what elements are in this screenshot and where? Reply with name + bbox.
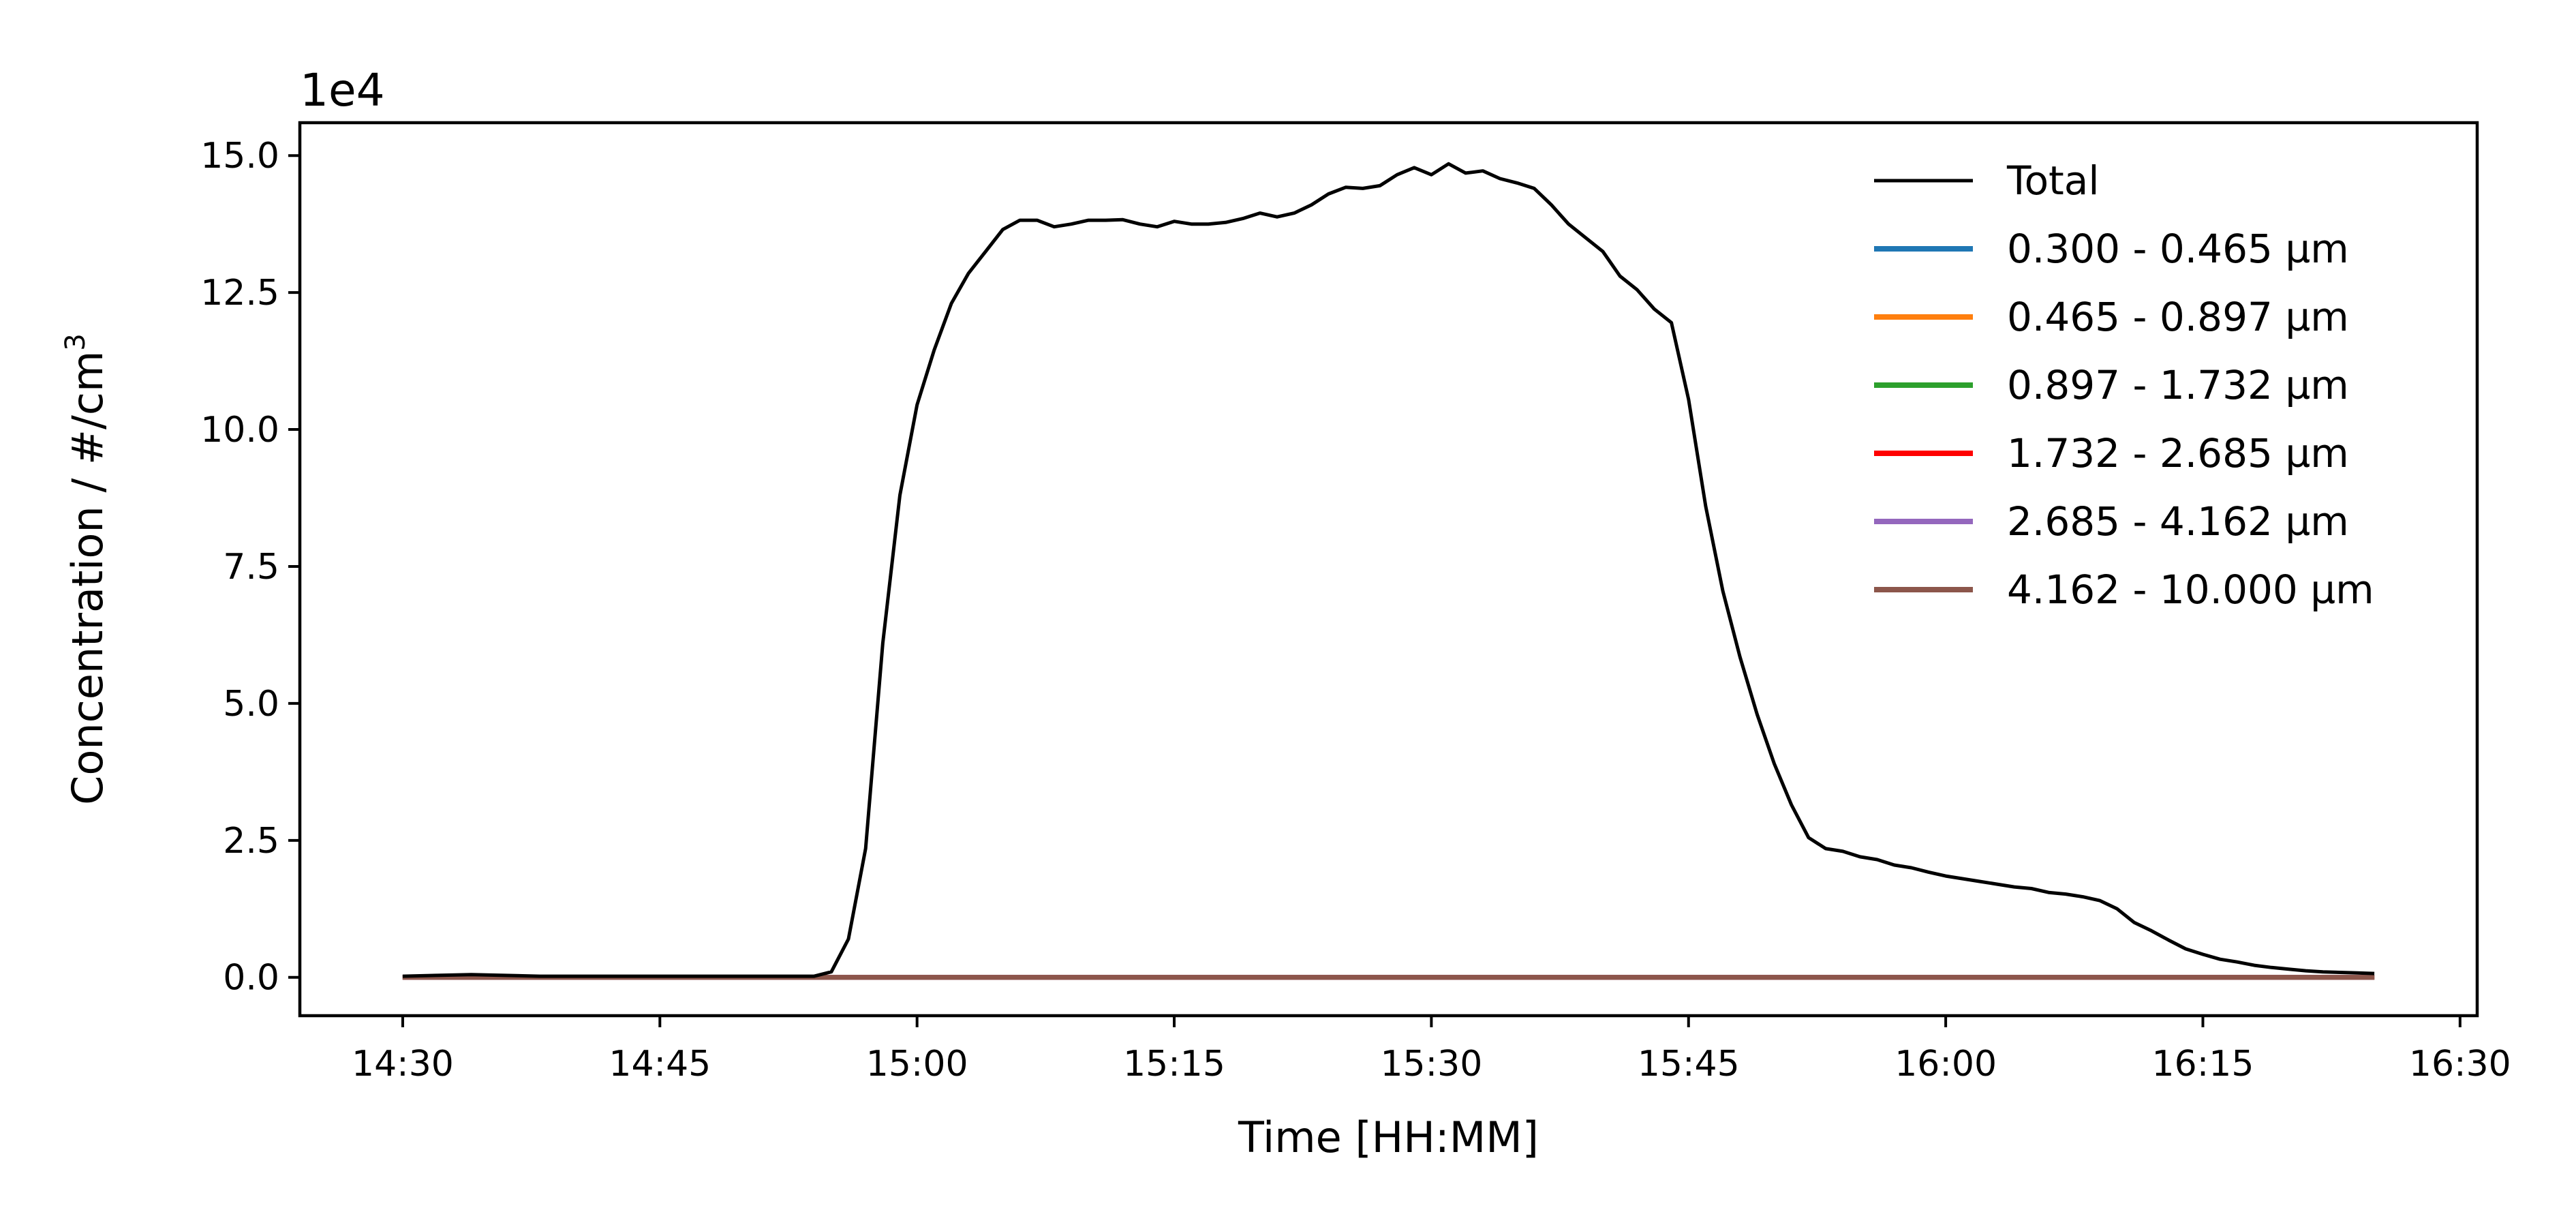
y-axis-label-base: Concentration / #/cm [63,351,112,805]
x-tick-label: 15:30 [1380,1044,1482,1085]
legend-label: 1.732 - 2.685 µm [2007,430,2349,476]
series-layer [402,162,2375,980]
legend-label: 0.465 - 0.897 µm [2007,294,2349,340]
y-offset-label: 1e4 [300,64,385,117]
x-tick-label: 14:30 [352,1044,454,1085]
y-axis-label: Concentration / #/cm3 [60,333,112,805]
y-tick-label: 0.0 [223,958,279,999]
x-tick-label: 15:45 [1638,1044,1740,1085]
x-tick-label: 16:15 [2152,1044,2254,1085]
x-tick-label: 14:45 [609,1044,711,1085]
x-tick-label: 15:00 [866,1044,968,1085]
legend-label: 0.300 - 0.465 µm [2007,226,2349,272]
y-tick-label: 2.5 [223,821,279,862]
y-tick-label: 15.0 [200,136,279,177]
y-tick-label: 10.0 [200,410,279,451]
x-tick-label: 15:15 [1123,1044,1225,1085]
y-tick-label: 7.5 [223,547,279,588]
legend-label: 4.162 - 10.000 µm [2007,566,2374,613]
legend-label: Total [2006,157,2099,204]
x-axis-label: Time [HH:MM] [1238,1112,1539,1162]
x-tick-label: 16:30 [2409,1044,2511,1085]
y-tick-label: 5.0 [223,684,279,725]
y-axis-label-superscript: 3 [60,333,91,350]
legend: Total 0.300 - 0.465 µm 0.465 - 0.897 µm 0.8… [1874,157,2374,613]
y-tick-label: 12.5 [200,273,279,314]
series-line-0 [402,162,2375,978]
plot-frame [298,121,2479,1018]
x-tick-label: 16:00 [1895,1044,1997,1085]
y-axis: 0.0 2.5 5.0 7.5 10.0 12.5 15.0 [200,136,300,999]
legend-label: 0.897 - 1.732 µm [2007,362,2349,408]
legend-label: 2.685 - 4.162 µm [2007,498,2349,545]
x-axis: 14:30 14:45 15:00 15:15 15:30 15:45 16:00 16:15… [352,1016,2511,1085]
